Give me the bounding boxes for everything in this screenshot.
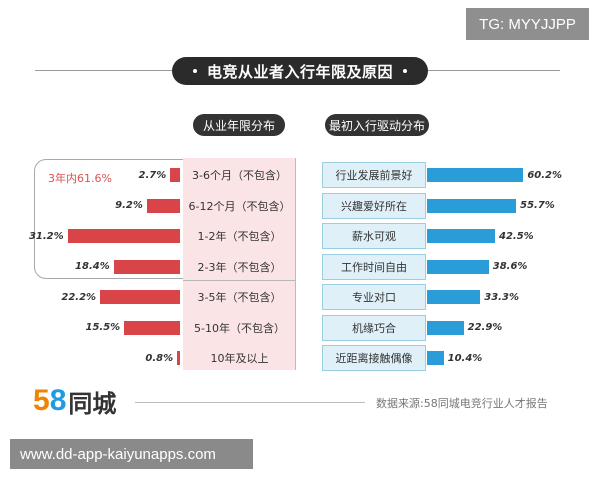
tenure-value-label: 22.2% (61, 291, 97, 303)
tenure-divider (183, 280, 296, 281)
motivation-bar (427, 351, 444, 365)
tenure-label-column (183, 158, 296, 370)
logo-digit-5: 5 (33, 384, 50, 417)
motivation-category-label: 工作时间自由 (322, 253, 426, 280)
motivation-value-label: 42.5% (499, 230, 534, 242)
logo-digit-8: 8 (49, 384, 67, 417)
bullet-dot-icon (403, 69, 407, 73)
motivation-value-label: 60.2% (527, 169, 563, 181)
motivation-category-label: 行业发展前景好 (322, 162, 426, 188)
tenure-category-label: 5-10年（不包含） (194, 321, 285, 335)
tenure-bar (146, 198, 180, 213)
group-annotation: 3年内61.6% (48, 172, 112, 185)
motivation-category-label: 兴趣爱好所在 (322, 192, 426, 219)
tenure-bar (124, 320, 180, 335)
data-source: 数据来源:58同城电竞行业人才报告 (376, 397, 548, 410)
motivation-value-label: 33.3% (484, 291, 519, 303)
tenure-category-label: 3-6个月（不包含） (192, 169, 287, 182)
motivation-bar (427, 259, 489, 274)
motivation-value-label: 38.6% (492, 261, 528, 272)
motivation-category-label: 专业对口 (322, 284, 426, 310)
tenure-value-label: 9.2% (115, 200, 143, 211)
tenure-category-label: 1-2年（不包含） (197, 230, 282, 243)
subtitle-tenure: 从业年限分布 (193, 114, 285, 136)
chart-title-text: 电竞从业者入行年限及原因 (206, 62, 393, 81)
tenure-value-label: 2.7% (138, 169, 167, 181)
footer-rule (135, 402, 365, 403)
motivation-bar (427, 168, 524, 182)
motivation-value-label: 10.4% (447, 352, 483, 364)
tenure-category-label: 6-12个月（不包含） (188, 199, 291, 213)
tenure-category-label: 3-5年（不包含） (197, 291, 282, 304)
motivation-category-label: 薪水可观 (322, 223, 426, 249)
tenure-category-label: 10年及以上 (210, 352, 269, 365)
bullet-dot-icon (192, 69, 197, 73)
tenure-bar (170, 168, 180, 182)
motivation-category-label: 机缘巧合 (322, 314, 426, 341)
tenure-category-label: 2-3年（不包含） (197, 260, 282, 274)
tenure-value-label: 31.2% (28, 230, 64, 242)
watermark-bottom: www.dd-app-kaiyunapps.com (10, 439, 253, 469)
brand-logo: 5 8 同城 (33, 383, 116, 419)
motivation-bar (427, 290, 481, 304)
watermark-top: TG: MYYJJPP (466, 8, 589, 40)
tenure-bar (177, 351, 180, 365)
chart-title: 电竞从业者入行年限及原因 (172, 57, 428, 85)
tenure-value-label: 15.5% (85, 322, 121, 333)
tenure-value-label: 0.8% (145, 352, 174, 364)
logo-text: 同城 (68, 389, 117, 418)
motivation-bar (427, 229, 495, 243)
motivation-value-label: 55.7% (520, 200, 555, 211)
tenure-bar (100, 290, 180, 304)
tenure-value-label: 18.4% (75, 261, 110, 272)
motivation-value-label: 22.9% (467, 322, 503, 333)
motivation-category-label: 近距离接触偶像 (322, 345, 426, 371)
tenure-bar (67, 229, 180, 243)
tenure-bar (113, 259, 180, 274)
motivation-bar (427, 198, 517, 213)
subtitle-motivation: 最初入行驱动分布 (325, 114, 429, 136)
motivation-bar (427, 320, 464, 335)
